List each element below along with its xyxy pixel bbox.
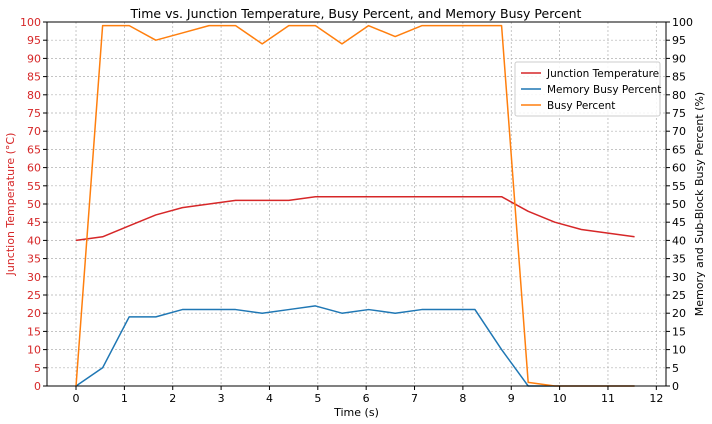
y-axis-right: 0 5 10 15 20 25 30 35 40 45 50 55 60 65 70 75 80 85 90 95 10…: [666, 16, 693, 393]
y-right-tick-label: 100: [672, 16, 693, 29]
y-left-tick-label: 65: [27, 143, 41, 156]
y-left-tick-label: 80: [27, 89, 41, 102]
y-left-tick-label: 25: [27, 289, 41, 302]
y-left-tick-label: 95: [27, 34, 41, 47]
y-right-tick-label: 0: [672, 380, 679, 393]
legend-label: Junction Temperature: [546, 68, 659, 80]
y-left-tick-label: 85: [27, 71, 41, 84]
x-tick-label: 8: [459, 392, 466, 405]
legend-label: Busy Percent: [547, 100, 615, 112]
y-right-tick-label: 80: [672, 89, 686, 102]
y-right-tick-label: 95: [672, 34, 686, 47]
y-left-tick-label: 55: [27, 180, 41, 193]
y-axis-left-label: Junction Temperature (°C): [4, 133, 17, 277]
y-axis-right-label: Memory and Sub-Block Busy Percent (%): [693, 92, 706, 316]
y-right-tick-label: 60: [672, 162, 686, 175]
y-right-tick-label: 40: [672, 234, 686, 247]
y-left-tick-label: 60: [27, 162, 41, 175]
y-left-tick-label: 40: [27, 234, 41, 247]
chart-title: Time vs. Junction Temperature, Busy Perc…: [130, 6, 582, 21]
series-line-junction-temperature: [75, 195, 635, 242]
x-tick-label: 2: [169, 392, 176, 405]
legend-box: [514, 61, 661, 117]
y-left-tick-label: 50: [27, 198, 41, 211]
y-right-tick-label: 55: [672, 180, 686, 193]
grid: [47, 21, 666, 387]
legend: Junction Temperature Memory Busy Percent B…: [514, 61, 661, 117]
y-left-tick-label: 0: [34, 380, 41, 393]
x-tick-label: 10: [553, 392, 567, 405]
y-left-tick-label: 90: [27, 52, 41, 65]
x-tick-label: 1: [121, 392, 128, 405]
y-left-tick-label: 30: [27, 271, 41, 284]
y-right-tick-label: 90: [672, 52, 686, 65]
y-right-tick-label: 15: [672, 325, 686, 338]
y-right-tick-label: 70: [672, 125, 686, 138]
y-left-tick-label: 5: [34, 362, 41, 375]
x-axis: 0 1 2 3 4 5 6 7 8 9 10 11 12: [73, 386, 663, 405]
y-right-tick-label: 35: [672, 253, 686, 266]
y-left-tick-label: 35: [27, 253, 41, 266]
y-right-tick-label: 10: [672, 344, 686, 357]
y-right-tick-label: 75: [672, 107, 686, 120]
x-tick-label: 3: [218, 392, 225, 405]
x-tick-label: 6: [363, 392, 370, 405]
y-right-tick-label: 5: [672, 362, 679, 375]
x-tick-label: 9: [508, 392, 515, 405]
x-tick-label: 7: [411, 392, 418, 405]
x-tick-label: 12: [649, 392, 663, 405]
x-tick-label: 0: [73, 392, 80, 405]
y-right-tick-label: 20: [672, 307, 686, 320]
x-axis-label: Time (s): [333, 406, 379, 419]
y-right-tick-label: 45: [672, 216, 686, 229]
series-line-busy-percent: [75, 24, 635, 387]
x-tick-label: 11: [601, 392, 615, 405]
y-right-tick-label: 65: [672, 143, 686, 156]
x-tick-label: 4: [266, 392, 273, 405]
y-left-tick-label: 10: [27, 344, 41, 357]
series-line-memory-busy-percent: [75, 305, 635, 387]
y-axis-left: 0 5 10 15 20 25 30 35 40 45 50 55 60 65 70 75 80 85 90 95 10…: [20, 16, 47, 393]
y-right-tick-label: 85: [672, 71, 686, 84]
y-right-tick-label: 25: [672, 289, 686, 302]
legend-label: Memory Busy Percent: [547, 84, 661, 96]
x-tick-label: 5: [314, 392, 321, 405]
y-left-tick-label: 75: [27, 107, 41, 120]
y-left-tick-label: 20: [27, 307, 41, 320]
y-left-tick-label: 70: [27, 125, 41, 138]
y-left-tick-label: 45: [27, 216, 41, 229]
y-left-tick-label: 100: [20, 16, 41, 29]
y-left-tick-label: 15: [27, 325, 41, 338]
y-right-tick-label: 30: [672, 271, 686, 284]
y-right-tick-label: 50: [672, 198, 686, 211]
